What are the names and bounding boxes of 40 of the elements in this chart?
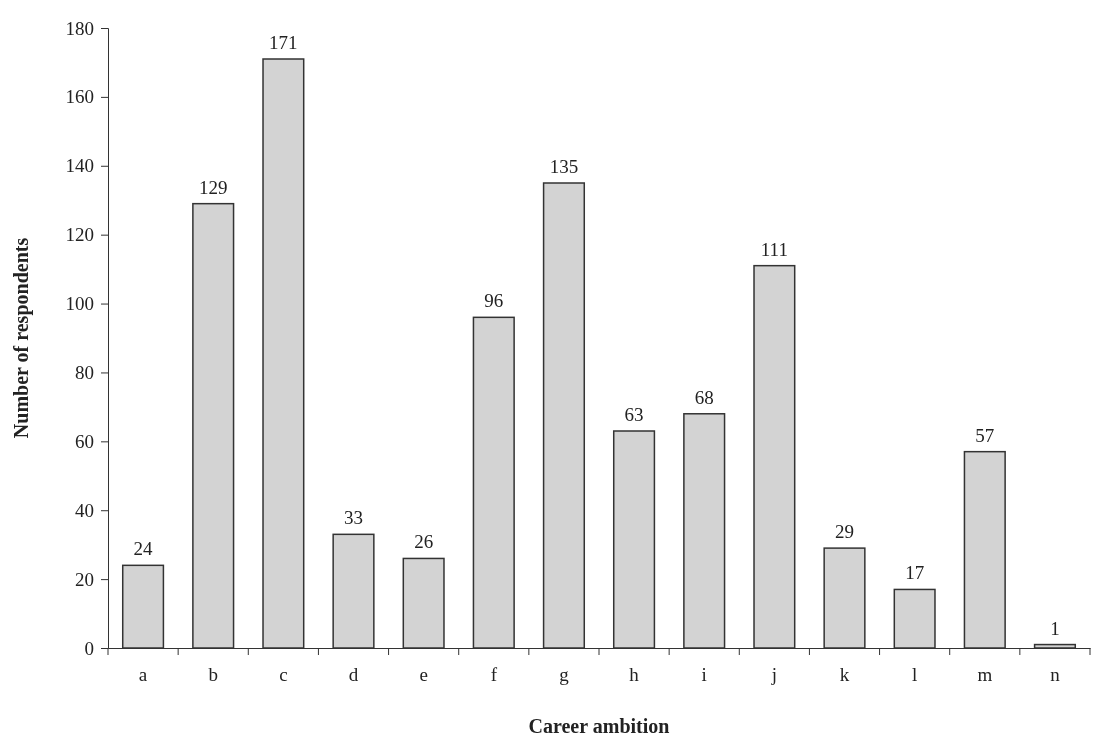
data-label: 1 [1050, 617, 1060, 639]
x-tick-label: b [208, 664, 218, 686]
data-label: 33 [344, 507, 363, 529]
data-label: 129 [198, 176, 228, 198]
y-tick-label: 160 [65, 86, 94, 108]
data-label: 57 [975, 424, 995, 446]
y-tick-label: 60 [75, 430, 94, 452]
x-axis-title: Career ambition [528, 715, 670, 737]
data-label: 29 [835, 521, 854, 543]
x-tick-label: h [629, 664, 640, 686]
data-label: 171 [269, 32, 298, 53]
x-tick-label: f [490, 664, 498, 686]
data-label: 26 [414, 531, 434, 553]
y-tick-label: 140 [65, 155, 94, 177]
y-tick-label: 20 [75, 568, 94, 590]
x-tick-label: j [770, 664, 777, 686]
x-tick-label: l [912, 664, 918, 686]
x-tick-label: e [419, 664, 428, 686]
x-tick-label: i [701, 664, 707, 686]
y-tick-label: 40 [75, 499, 94, 521]
y-tick-label: 120 [65, 224, 94, 246]
y-tick-label: 180 [65, 17, 94, 39]
x-tick-label: d [348, 664, 359, 686]
data-label: 63 [624, 404, 644, 425]
x-tick-label: a [138, 664, 148, 686]
y-tick-label: 0 [84, 637, 94, 659]
x-tick-label: k [839, 664, 850, 686]
data-label: 17 [905, 562, 925, 584]
data-label: 96 [484, 290, 504, 312]
y-tick-label: 100 [65, 293, 94, 315]
x-tick-label: c [279, 664, 288, 686]
x-tick-label: g [559, 664, 570, 686]
data-label: 68 [694, 386, 714, 408]
y-axis-title: Number of respondents [10, 237, 33, 439]
x-tick-label: m [977, 664, 993, 686]
x-tick-label: n [1050, 664, 1061, 686]
y-tick-label: 80 [75, 362, 94, 384]
data-label: 24 [133, 538, 154, 560]
data-label: 135 [549, 156, 579, 177]
data-label: 111 [760, 238, 788, 260]
